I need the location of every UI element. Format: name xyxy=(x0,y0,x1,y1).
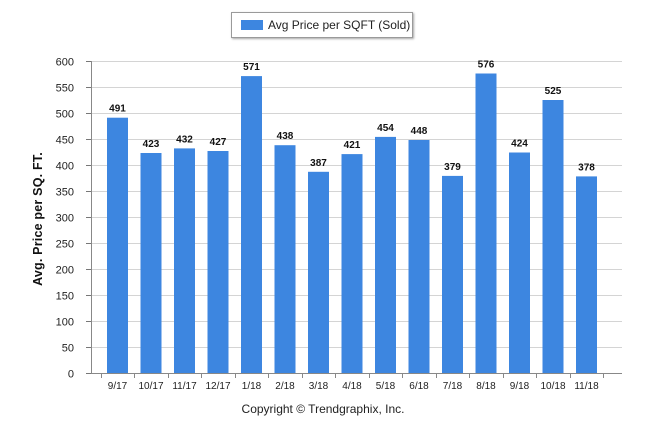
data-label: 423 xyxy=(143,139,160,150)
x-tick-label: 8/18 xyxy=(476,381,496,392)
x-tick-label: 7/18 xyxy=(443,381,463,392)
y-tick-labels: 0 50 100 150 200 250 300 350 400 450 500 550 600 xyxy=(56,57,74,381)
axes xyxy=(86,61,622,378)
legend: Avg Price per SQFT (Sold) xyxy=(231,12,413,38)
x-tick-labels: 9/17 10/17 11/17 12/17 1/18 2/18 3/18 4/18 5/18 6… xyxy=(108,381,599,392)
y-tick-label: 50 xyxy=(62,343,74,355)
y-tick-label: 350 xyxy=(56,187,74,199)
x-tick-label: 11/17 xyxy=(172,381,197,392)
data-label: 387 xyxy=(310,158,327,169)
x-tick-label: 11/18 xyxy=(574,381,599,392)
x-tick-label: 3/18 xyxy=(309,381,329,392)
y-tick-label: 0 xyxy=(68,369,74,381)
data-label: 378 xyxy=(578,162,595,173)
legend-label: Avg Price per SQFT (Sold) xyxy=(268,18,411,32)
y-tick-label: 550 xyxy=(56,83,74,95)
bar xyxy=(475,73,497,373)
y-axis-title: Avg. Price per SQ. FT. xyxy=(31,152,45,286)
x-tick-label: 1/18 xyxy=(242,381,262,392)
bar xyxy=(542,100,564,373)
y-tick-label: 600 xyxy=(56,57,74,69)
copyright-text: Copyright © Trendgraphix, Inc. xyxy=(241,402,405,416)
data-label: 432 xyxy=(176,134,193,145)
y-tick-label: 200 xyxy=(56,265,74,277)
data-label: 491 xyxy=(109,104,126,115)
data-labels: 491 423 432 427 571 438 387 421 454 448 379 576 424 5… xyxy=(109,60,595,174)
y-tick-label: 400 xyxy=(56,161,74,173)
bar xyxy=(207,151,229,373)
data-label: 576 xyxy=(478,60,495,71)
x-tick-label: 2/18 xyxy=(275,381,295,392)
data-label: 525 xyxy=(545,86,562,97)
x-tick-label: 5/18 xyxy=(376,381,396,392)
bar xyxy=(107,117,128,373)
bar xyxy=(408,140,430,373)
bar xyxy=(308,171,329,373)
y-tick-label: 100 xyxy=(56,317,74,329)
y-tick-label: 150 xyxy=(56,291,74,303)
bar xyxy=(576,176,597,373)
data-label: 454 xyxy=(377,123,394,134)
x-tick-label: 10/18 xyxy=(540,381,565,392)
bar xyxy=(442,175,463,373)
data-label: 379 xyxy=(444,162,461,173)
y-tick-label: 450 xyxy=(56,135,74,147)
data-label: 571 xyxy=(243,62,260,73)
data-label: 427 xyxy=(210,137,227,148)
bar xyxy=(140,153,162,373)
x-tick-label: 10/17 xyxy=(138,381,163,392)
data-label: 438 xyxy=(277,131,294,142)
x-tick-label: 9/18 xyxy=(510,381,530,392)
data-label: 424 xyxy=(511,139,528,150)
bar xyxy=(509,152,530,373)
bars xyxy=(107,73,597,373)
data-label: 448 xyxy=(411,126,428,137)
bar xyxy=(274,145,296,373)
x-tick-label: 12/17 xyxy=(205,381,230,392)
y-tick-label: 300 xyxy=(56,213,74,225)
data-label: 421 xyxy=(344,140,361,151)
bar xyxy=(375,136,396,373)
y-tick-label: 500 xyxy=(56,109,74,121)
bar xyxy=(174,148,195,373)
x-tick-label: 4/18 xyxy=(342,381,362,392)
bar xyxy=(241,76,262,373)
x-tick-label: 9/17 xyxy=(108,381,128,392)
legend-swatch xyxy=(241,20,263,30)
x-tick-label: 6/18 xyxy=(409,381,429,392)
y-tick-label: 250 xyxy=(56,239,74,251)
bar xyxy=(341,154,363,373)
